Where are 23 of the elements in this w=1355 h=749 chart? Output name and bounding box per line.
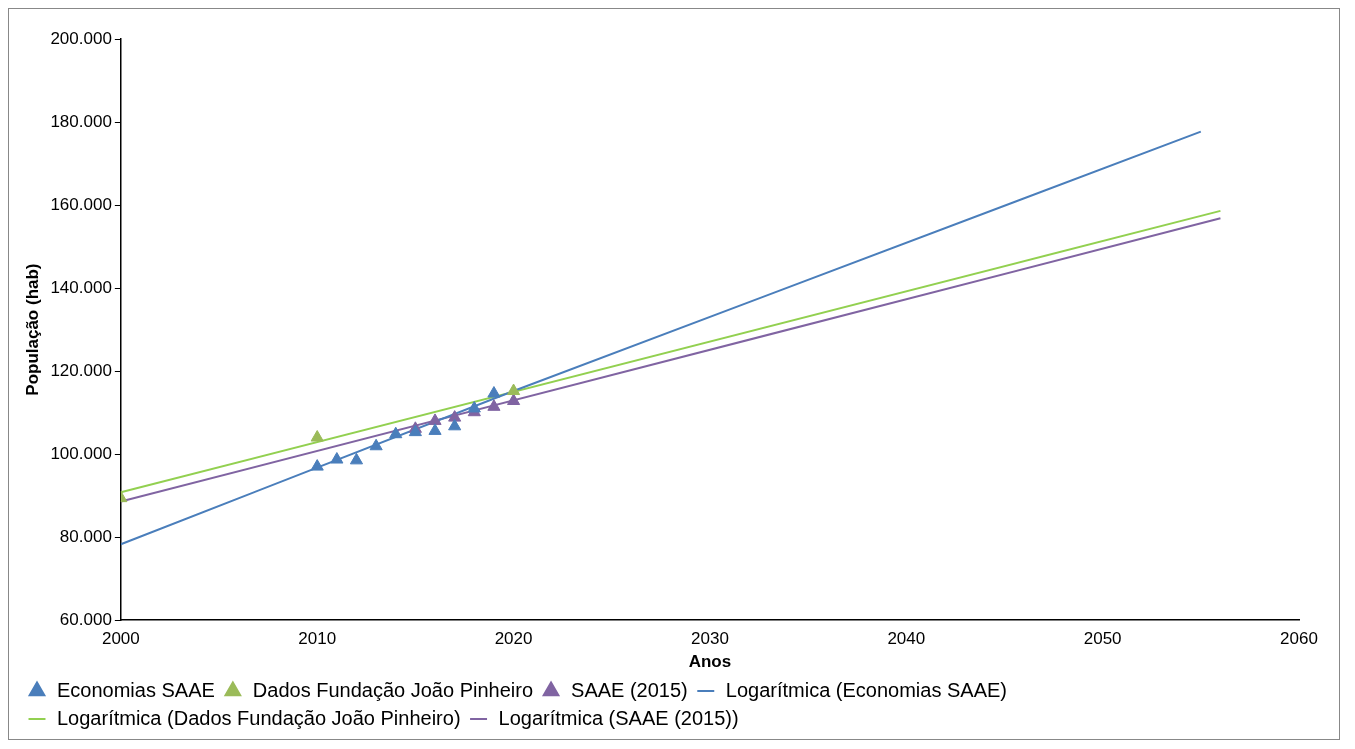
y-tick-label: 60.000 [59, 609, 112, 629]
legend-label: SAAE (2015) [571, 678, 688, 701]
x-axis-title: Anos [688, 652, 732, 672]
x-tick-label: 2020 [494, 629, 533, 649]
legend-label: Logarítmica (Economias SAAE) [725, 678, 1007, 701]
legend-label: Economias SAAE [57, 678, 215, 701]
y-tick-label: 120.000 [50, 360, 112, 380]
y-tick-label: 180.000 [50, 111, 112, 131]
y-tick-label: 200.000 [50, 28, 112, 48]
x-tick-label: 2040 [887, 629, 926, 649]
y-tick-label: 80.000 [59, 526, 112, 546]
x-tick-label: 2030 [691, 629, 729, 649]
x-tick-label: 2050 [1083, 629, 1122, 649]
y-tick-label: 140.000 [50, 277, 112, 297]
y-tick-label: 160.000 [50, 194, 112, 214]
x-tick-label: 2060 [1280, 629, 1318, 649]
legend-label: Logarítmica (SAAE (2015)) [498, 706, 739, 729]
x-tick-label: 2010 [298, 629, 337, 649]
legend-label: Dados Fundação João Pinheiro [252, 678, 534, 701]
y-axis-title: População (hab) [22, 263, 42, 396]
legend-label: Logarítmica (Dados Fundação João Pinheiro) [57, 706, 461, 729]
x-tick-label: 2000 [101, 629, 140, 649]
y-tick-label: 100.000 [50, 443, 112, 463]
